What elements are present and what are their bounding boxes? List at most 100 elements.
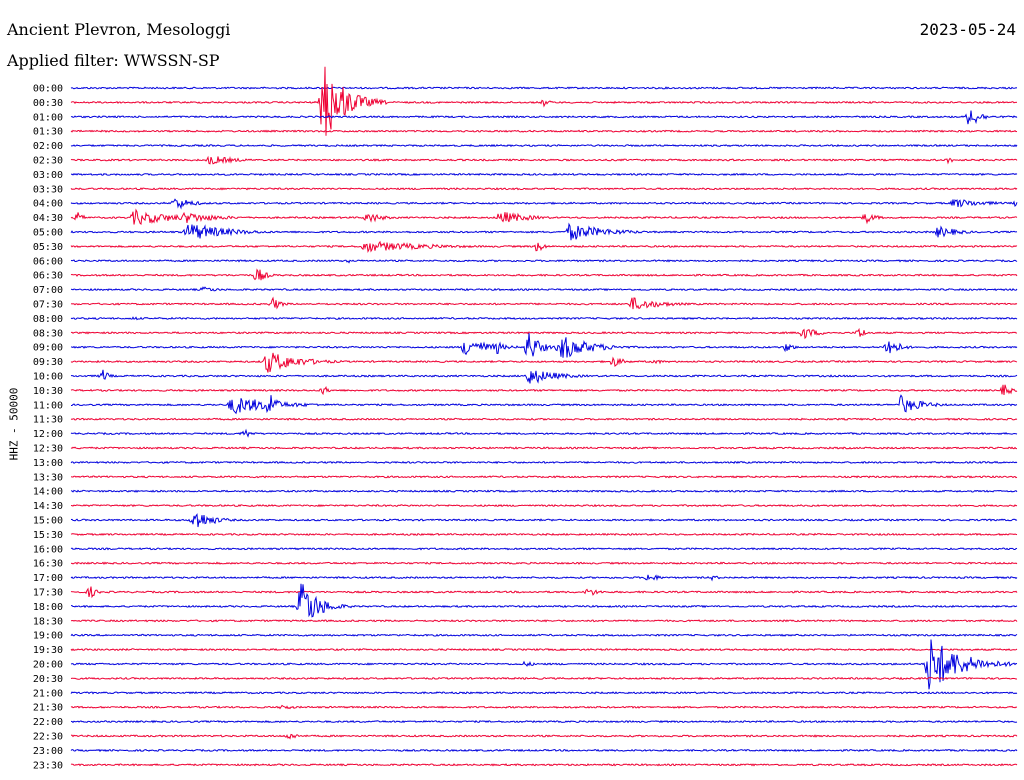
- filter-label: Applied filter: WWSSN-SP: [7, 51, 220, 70]
- row-tick-label: 12:00: [33, 429, 63, 440]
- row-tick-label: 13:30: [33, 472, 63, 483]
- trace-row-2200: [70, 719, 1018, 724]
- trace-row-0300: [70, 172, 1018, 177]
- row-tick-label: 17:00: [33, 573, 63, 584]
- row-tick-label: 18:00: [33, 602, 63, 613]
- trace-row-0830: [70, 327, 1017, 340]
- trace-row-0800: [70, 316, 1018, 321]
- traces-group: [70, 66, 1018, 767]
- trace-row-2030: [70, 676, 1018, 681]
- row-tick-label: 06:30: [33, 271, 63, 282]
- row-tick-label: 07:00: [33, 285, 63, 296]
- trace-row-1730: [70, 586, 1018, 599]
- station-title: Ancient Plevron, Mesologgi: [7, 20, 231, 39]
- row-tick-label: 11:30: [33, 415, 63, 426]
- trace-row-1230: [70, 446, 1017, 450]
- trace-row-1600: [70, 547, 1018, 551]
- trace-row-1930: [70, 647, 1018, 652]
- trace-row-0530: [70, 240, 1018, 253]
- trace-row-1400: [70, 489, 1018, 493]
- trace-row-0130: [70, 129, 1018, 133]
- row-tick-label: 07:30: [33, 300, 63, 311]
- trace-row-1530: [70, 532, 1018, 536]
- trace-row-0600: [70, 259, 1018, 264]
- row-tick-label: 14:30: [33, 501, 63, 512]
- trace-row-0630: [70, 268, 1018, 281]
- trace-row-1300: [70, 460, 1018, 465]
- row-tick-label: 13:00: [33, 458, 63, 469]
- row-tick-label: 22:00: [33, 717, 63, 728]
- trace-row-1830: [70, 619, 1018, 623]
- row-tick-label: 23:00: [33, 746, 63, 757]
- row-tick-label: 19:30: [33, 645, 63, 656]
- trace-row-1330: [70, 475, 1018, 479]
- row-tick-label: 06:00: [33, 256, 63, 267]
- row-tick-label: 20:00: [33, 660, 63, 671]
- row-tick-label: 11:00: [33, 400, 63, 411]
- row-tick-label: 01:00: [33, 112, 63, 123]
- row-tick-label: 03:30: [33, 184, 63, 195]
- trace-row-1900: [70, 633, 1018, 637]
- row-tick-label: 21:00: [33, 688, 63, 699]
- row-tick-label: 01:30: [33, 127, 63, 138]
- trace-row-0500: [70, 222, 1018, 241]
- trace-row-2100: [70, 691, 1018, 695]
- trace-row-0200: [70, 143, 1018, 148]
- row-tick-label: 05:30: [33, 242, 63, 253]
- trace-row-1630: [70, 561, 1018, 565]
- row-tick-label: 09:30: [33, 357, 63, 368]
- trace-row-1500: [70, 513, 1018, 528]
- row-tick-label: 00:30: [33, 98, 63, 109]
- trace-row-1030: [70, 384, 1018, 396]
- trace-row-0030: [70, 66, 1018, 136]
- row-tick-label: 21:30: [33, 703, 63, 714]
- row-tick-label: 12:30: [33, 444, 63, 455]
- row-tick-label: 08:00: [33, 314, 63, 325]
- row-tick-label: 14:00: [33, 487, 63, 498]
- trace-row-1430: [70, 503, 1018, 508]
- trace-row-0930: [70, 352, 1018, 373]
- trace-row-1100: [71, 394, 1018, 415]
- row-tick-label: 05:00: [33, 228, 63, 239]
- trace-row-2000: [70, 639, 1018, 690]
- trace-row-2230: [70, 733, 1018, 740]
- date-label: 2023-05-24: [919, 20, 1016, 39]
- row-tick-label: 20:30: [33, 674, 63, 685]
- row-tick-label: 16:00: [33, 544, 63, 555]
- trace-row-0700: [70, 286, 1018, 292]
- row-tick-label: 22:30: [33, 732, 63, 743]
- trace-row-0100: [70, 110, 1018, 125]
- trace-row-1130: [70, 417, 1018, 421]
- trace-row-1700: [70, 574, 1018, 582]
- trace-row-1000: [70, 369, 1018, 384]
- row-tick-label: 19:00: [33, 631, 63, 642]
- ticks-group: 00:00 00:30 01:00 01:30 02:00 02:30 03:00 03:30…: [33, 84, 63, 772]
- trace-row-0900: [70, 333, 1018, 358]
- row-tick-label: 10:00: [33, 372, 63, 383]
- row-tick-label: 23:30: [33, 760, 63, 771]
- row-tick-label: 15:00: [33, 516, 63, 527]
- row-tick-label: 18:30: [33, 616, 63, 627]
- row-tick-label: 09:00: [33, 343, 63, 354]
- row-tick-label: 15:30: [33, 530, 63, 541]
- trace-row-2130: [70, 704, 1018, 710]
- row-tick-label: 04:30: [33, 213, 63, 224]
- trace-row-0330: [70, 187, 1018, 191]
- row-tick-label: 03:00: [33, 170, 63, 181]
- row-tick-label: 00:00: [33, 84, 63, 95]
- trace-row-1200: [70, 428, 1018, 438]
- row-tick-label: 10:30: [33, 386, 63, 397]
- trace-row-2300: [70, 748, 1018, 753]
- trace-row-1800: [71, 583, 1018, 618]
- row-tick-label: 02:00: [33, 141, 63, 152]
- trace-row-0000: [70, 86, 1018, 90]
- row-tick-label: 17:30: [33, 588, 63, 599]
- trace-row-0430: [70, 208, 1018, 225]
- trace-row-0730: [70, 296, 1018, 310]
- trace-row-0230: [70, 155, 1018, 165]
- trace-row-2330: [70, 763, 1018, 767]
- row-tick-label: 16:30: [33, 559, 63, 570]
- row-tick-label: 08:30: [33, 328, 63, 339]
- row-tick-label: 04:00: [33, 199, 63, 210]
